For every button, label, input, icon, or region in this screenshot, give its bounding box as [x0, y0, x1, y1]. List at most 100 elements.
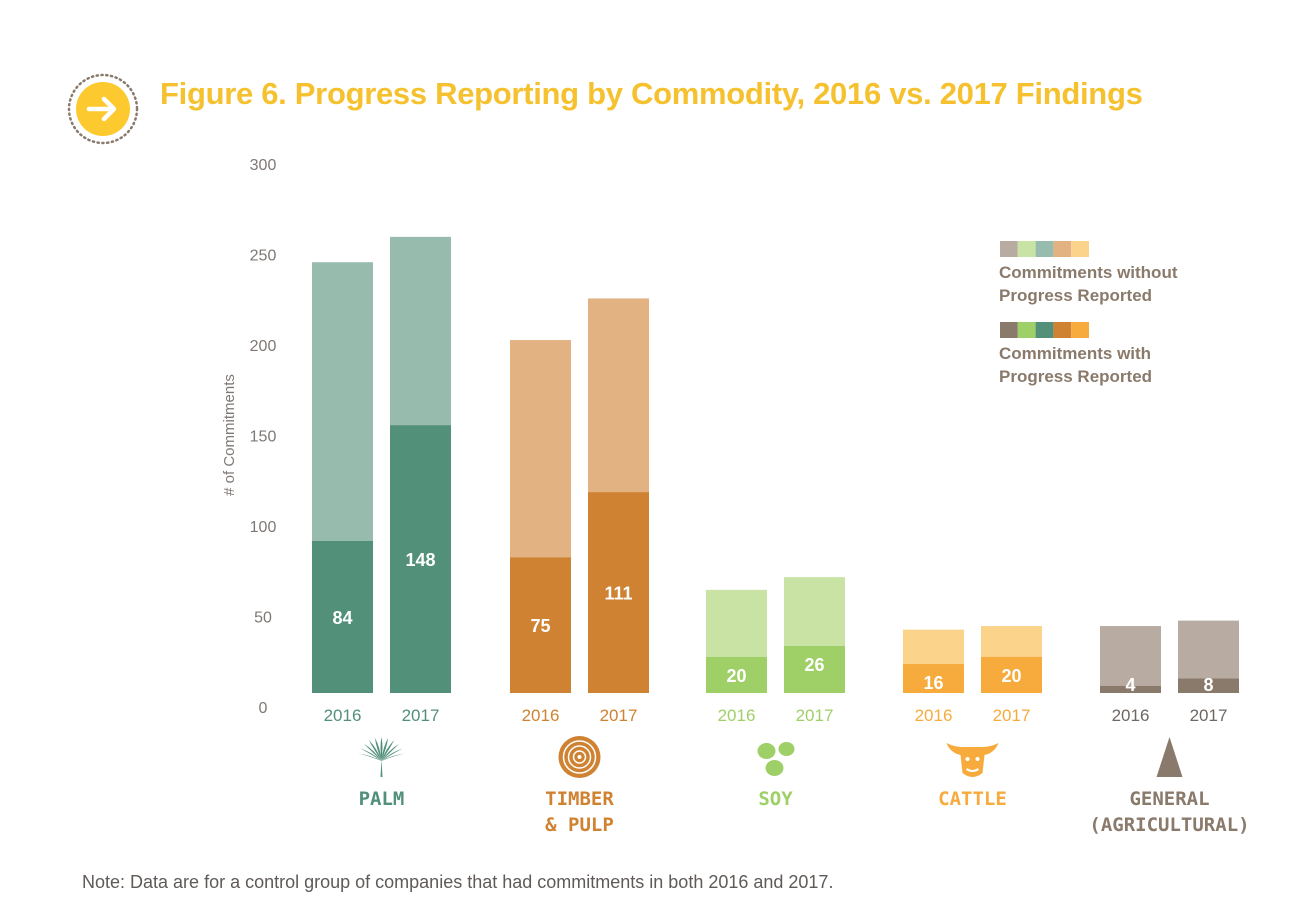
year-label: 2016: [324, 706, 362, 725]
cow-eye: [965, 757, 970, 761]
cow-head-icon: [946, 743, 999, 777]
cow-face: [946, 743, 999, 777]
bar-with-progress: [1100, 685, 1161, 693]
bar-without-progress: [706, 589, 767, 657]
legend-swatch: [1035, 241, 1054, 257]
ring-line: [567, 745, 592, 769]
bar-without-progress: [1178, 620, 1239, 679]
bar-with-progress: [706, 656, 767, 693]
legend-swatch: [1017, 241, 1036, 257]
bar-without-progress: [588, 298, 649, 493]
bar-value-label: 111: [604, 584, 632, 604]
palm-frond: [368, 740, 382, 761]
legend: Commitments without Progress Reported Comm…: [999, 241, 1178, 386]
year-label: 2017: [1190, 706, 1228, 725]
soybeans-icon: [757, 742, 795, 776]
bar-with-progress: [390, 425, 451, 693]
palm-frond: [374, 737, 382, 761]
palm-frond: [381, 737, 389, 761]
y-tick-label: 50: [254, 610, 272, 627]
category-labels: PALM TIMBER & PULP SOY CATTLE GENERAL (AGRICUL…: [357, 736, 1250, 836]
year-label: 2016: [522, 706, 560, 725]
bar-without-progress: [981, 626, 1042, 657]
category-label: (AGRICULTURAL): [1089, 814, 1249, 836]
year-label: 2016: [915, 706, 953, 725]
figure-title: Figure 6. Progress Reporting by Commodit…: [160, 76, 1143, 111]
bar-value-label: 26: [804, 655, 824, 675]
y-tick-label: 100: [250, 519, 277, 536]
bar-value-label: 148: [405, 550, 435, 570]
bar-with-progress: [312, 540, 373, 693]
y-tick-label: 200: [250, 338, 277, 355]
bar-without-progress: [784, 577, 845, 646]
bar-without-progress: [510, 340, 571, 558]
y-tick-label: 0: [259, 700, 268, 717]
tree-rings-icon: [558, 736, 601, 778]
bar-without-progress: [390, 236, 451, 426]
bar-with-progress: [510, 557, 571, 693]
bar-with-progress: [981, 656, 1042, 693]
legend-swatch: [1053, 322, 1072, 338]
cow-eye: [975, 757, 980, 761]
legend-swatch: [1000, 241, 1018, 257]
category-label: & PULP: [545, 814, 614, 836]
arrow-right-icon: [67, 73, 139, 145]
palm-frond: [380, 737, 383, 761]
bean: [757, 743, 776, 759]
year-label: 2016: [718, 706, 756, 725]
legend-label: Commitments with: [999, 344, 1151, 363]
category-label: PALM: [359, 788, 405, 810]
footnote: Note: Data are for a control group of co…: [82, 872, 834, 892]
legend-swatch: [1000, 322, 1018, 338]
year-label: 2016: [1112, 706, 1150, 725]
year-label: 2017: [600, 706, 638, 725]
ring-core: [577, 755, 582, 759]
bar-with-progress: [1178, 678, 1239, 693]
ring-line: [572, 750, 587, 764]
legend-swatch: [1071, 322, 1089, 338]
bar-without-progress: [1100, 626, 1161, 686]
bar-without-progress: [903, 629, 964, 665]
triangle-icon: [1156, 737, 1183, 777]
ring-line: [562, 740, 597, 774]
bar-value-label: 20: [726, 666, 746, 686]
year-label: 2017: [993, 706, 1031, 725]
bar-value-label: 20: [1001, 666, 1021, 686]
bar-value-label: 16: [923, 673, 943, 693]
y-axis-title: # of Commitments: [221, 374, 238, 496]
y-tick-label: 150: [250, 429, 277, 446]
bar-value-label: 8: [1203, 675, 1213, 695]
legend-swatch: [1035, 322, 1054, 338]
bean: [778, 742, 795, 756]
bar-value-label: 4: [1125, 675, 1135, 695]
bar-with-progress: [588, 492, 649, 693]
category-label: SOY: [758, 788, 793, 810]
y-tick-label: 250: [250, 248, 277, 265]
bars-layer: 8420161482017752016111201720201626201716…: [312, 236, 1239, 725]
palm-frond: [381, 740, 395, 761]
year-label: 2017: [402, 706, 440, 725]
bar-without-progress: [312, 262, 373, 541]
legend-label: Progress Reported: [999, 286, 1152, 305]
bar-value-label: 75: [530, 616, 550, 636]
triangle-shape: [1156, 737, 1183, 777]
legend-swatch: [1053, 241, 1072, 257]
cow-muzzle: [965, 768, 980, 772]
y-tick-label: 300: [250, 157, 277, 174]
bar-value-label: 84: [332, 608, 352, 628]
bean: [765, 760, 784, 776]
legend-swatch: [1071, 241, 1089, 257]
palm-stem: [380, 759, 383, 777]
category-label: TIMBER: [545, 788, 614, 810]
legend-label: Progress Reported: [999, 367, 1152, 386]
bar-with-progress: [903, 664, 964, 693]
category-label: CATTLE: [938, 788, 1007, 810]
y-axis: 0 50 100 150 200 250 300: [250, 157, 277, 717]
year-label: 2017: [796, 706, 834, 725]
legend-swatch: [1017, 322, 1036, 338]
palm-leaf-icon: [357, 737, 406, 777]
legend-label: Commitments without: [999, 263, 1178, 282]
bar-with-progress: [784, 645, 845, 693]
category-label: GENERAL: [1129, 788, 1209, 810]
